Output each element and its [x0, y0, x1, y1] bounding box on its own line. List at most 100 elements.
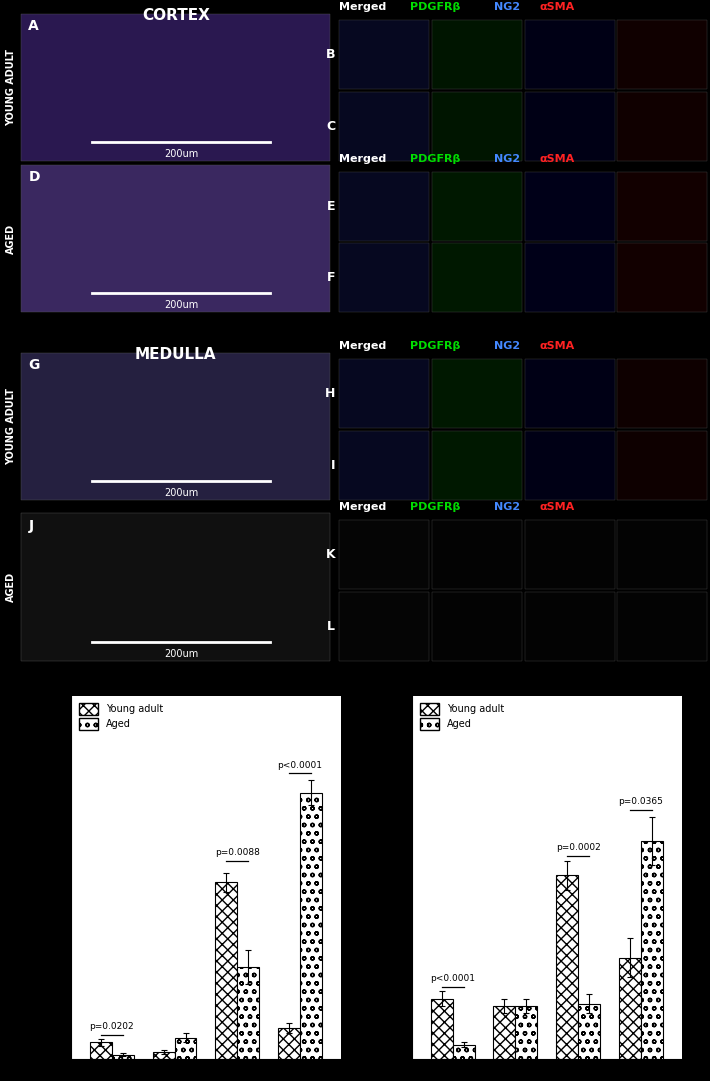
- Text: Merged: Merged: [339, 342, 391, 351]
- Bar: [432, 592, 522, 660]
- Y-axis label: Number of cells per 200x field: Number of cells per 200x field: [28, 803, 38, 951]
- Bar: [339, 172, 429, 241]
- Bar: [21, 513, 330, 660]
- Text: αSMA: αSMA: [540, 2, 575, 12]
- Bar: [556, 875, 578, 1059]
- Text: M: M: [4, 673, 26, 694]
- Bar: [339, 92, 429, 161]
- Text: MEDULLA: MEDULLA: [135, 347, 217, 362]
- Bar: [339, 592, 429, 660]
- Bar: [525, 243, 615, 312]
- Bar: [515, 1006, 537, 1059]
- Text: AGED: AGED: [6, 224, 16, 254]
- Text: YOUNG ADULT: YOUNG ADULT: [6, 388, 16, 465]
- Text: Merged: Merged: [339, 154, 391, 163]
- Bar: [618, 172, 707, 241]
- Text: D: D: [28, 170, 40, 184]
- Bar: [618, 92, 707, 161]
- Text: A: A: [28, 18, 39, 32]
- Text: p=0.0002: p=0.0002: [556, 843, 601, 852]
- Text: NG2: NG2: [494, 154, 520, 163]
- Text: K: K: [325, 548, 335, 561]
- Text: F: F: [327, 271, 335, 284]
- Bar: [175, 1038, 197, 1059]
- Bar: [431, 999, 452, 1059]
- Bar: [21, 164, 330, 312]
- Bar: [339, 243, 429, 312]
- Legend: Young adult, Aged: Young adult, Aged: [76, 700, 166, 733]
- Text: Merged: Merged: [339, 2, 391, 12]
- Text: NG2: NG2: [494, 2, 520, 12]
- Bar: [153, 1052, 175, 1059]
- Bar: [432, 21, 522, 89]
- Text: p<0.0001: p<0.0001: [278, 761, 322, 770]
- Bar: [21, 352, 330, 499]
- Bar: [525, 360, 615, 428]
- Text: 200um: 200um: [164, 299, 198, 310]
- Text: 200um: 200um: [164, 148, 198, 159]
- Bar: [432, 520, 522, 589]
- Bar: [525, 172, 615, 241]
- Text: B: B: [326, 49, 335, 62]
- Text: p=0.0202: p=0.0202: [89, 1023, 134, 1031]
- Bar: [618, 21, 707, 89]
- Bar: [21, 13, 330, 161]
- Text: NG2: NG2: [494, 342, 520, 351]
- Text: Merged: Merged: [339, 502, 391, 512]
- Bar: [618, 520, 707, 589]
- Text: L: L: [327, 619, 335, 632]
- Title: Medulla: Medulla: [522, 680, 572, 693]
- Bar: [278, 1028, 300, 1059]
- Text: E: E: [327, 200, 335, 213]
- Title: Cortex: Cortex: [185, 680, 226, 693]
- Text: N: N: [344, 673, 363, 694]
- Text: NG2: NG2: [494, 502, 520, 512]
- Text: PDGFRβ: PDGFRβ: [410, 502, 461, 512]
- Bar: [618, 592, 707, 660]
- Bar: [432, 431, 522, 499]
- Bar: [432, 172, 522, 241]
- Text: αSMA: αSMA: [540, 342, 575, 351]
- Bar: [237, 967, 259, 1059]
- Bar: [618, 243, 707, 312]
- Bar: [339, 431, 429, 499]
- Text: C: C: [326, 120, 335, 133]
- Text: PDGFRβ: PDGFRβ: [410, 2, 461, 12]
- Text: G: G: [28, 358, 40, 372]
- Bar: [452, 1045, 474, 1059]
- Text: PDGFRβ: PDGFRβ: [410, 342, 461, 351]
- Text: YOUNG ADULT: YOUNG ADULT: [6, 49, 16, 125]
- Bar: [215, 882, 237, 1059]
- Bar: [111, 1055, 133, 1059]
- Text: p=0.0088: p=0.0088: [215, 848, 260, 857]
- Bar: [618, 360, 707, 428]
- Text: 200um: 200um: [164, 649, 198, 658]
- Bar: [90, 1042, 111, 1059]
- Bar: [339, 520, 429, 589]
- Text: αSMA: αSMA: [540, 502, 575, 512]
- Text: CORTEX: CORTEX: [142, 9, 209, 23]
- Bar: [578, 1003, 600, 1059]
- Legend: Young adult, Aged: Young adult, Aged: [417, 700, 507, 733]
- Text: I: I: [331, 459, 335, 472]
- Bar: [525, 92, 615, 161]
- Bar: [493, 1006, 515, 1059]
- Text: αSMA: αSMA: [540, 154, 575, 163]
- Text: AGED: AGED: [6, 572, 16, 602]
- Text: J: J: [28, 519, 33, 533]
- Bar: [641, 841, 662, 1059]
- Bar: [432, 92, 522, 161]
- Bar: [618, 431, 707, 499]
- Bar: [432, 243, 522, 312]
- Bar: [525, 431, 615, 499]
- Bar: [525, 520, 615, 589]
- Text: H: H: [324, 387, 335, 400]
- Text: p=0.0365: p=0.0365: [618, 797, 663, 806]
- Bar: [432, 360, 522, 428]
- Text: PDGFRβ: PDGFRβ: [410, 154, 461, 163]
- Bar: [339, 21, 429, 89]
- Bar: [525, 592, 615, 660]
- Bar: [300, 792, 322, 1059]
- Text: p<0.0001: p<0.0001: [430, 974, 475, 983]
- Text: 200um: 200um: [164, 488, 198, 498]
